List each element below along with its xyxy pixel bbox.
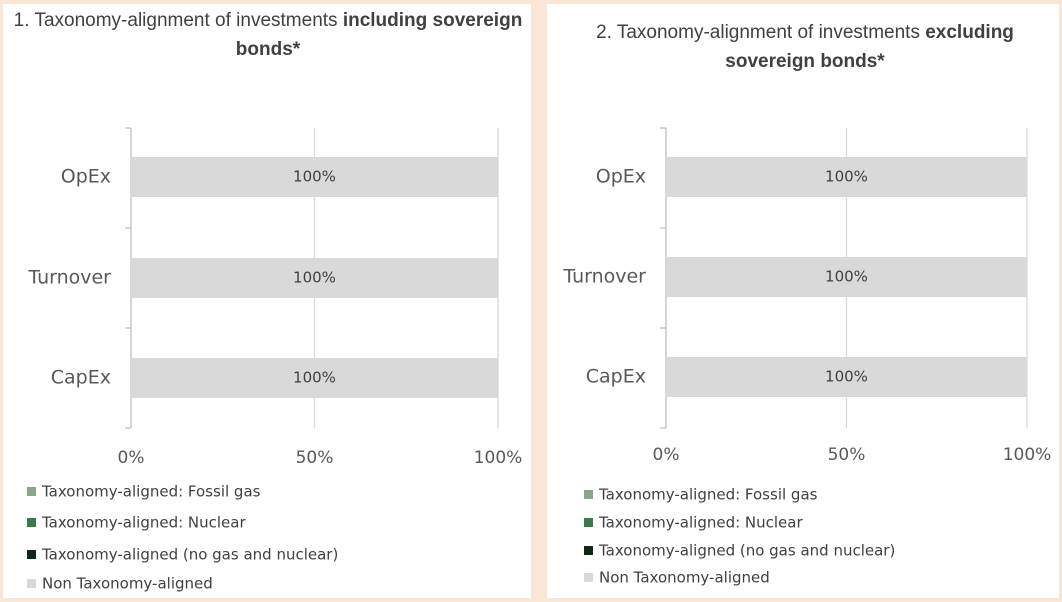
x-tick-label: 100% xyxy=(474,448,523,468)
y-tick-label: CapEx xyxy=(51,367,111,389)
bar-segment xyxy=(131,157,498,197)
title-part: excluding sovereign bonds* xyxy=(725,22,1014,72)
bar-segment xyxy=(131,358,498,398)
legend-label: Taxonomy-aligned: Fossil gas xyxy=(41,483,261,501)
y-tick-label: OpEx xyxy=(61,166,111,188)
data-label: 100% xyxy=(825,268,868,286)
bar-segment xyxy=(666,157,1027,197)
x-tick-label: 50% xyxy=(296,448,334,468)
legend-swatch xyxy=(584,546,593,555)
legend-swatch xyxy=(584,518,593,527)
y-tick-label: Turnover xyxy=(562,266,646,288)
legend-swatch xyxy=(27,518,36,527)
legend-label: Non Taxonomy-aligned xyxy=(42,575,213,593)
legend-label: Taxonomy-aligned (no gas and nuclear) xyxy=(41,546,338,564)
legend-swatch xyxy=(27,579,36,588)
y-tick-label: OpEx xyxy=(596,166,646,188)
x-tick-label: 0% xyxy=(118,448,145,468)
legend-swatch xyxy=(584,490,593,499)
data-label: 100% xyxy=(825,368,868,386)
legend-label: Non Taxonomy-aligned xyxy=(599,569,770,587)
x-tick-label: 0% xyxy=(653,445,680,465)
title-part: including sovereign bonds* xyxy=(235,10,523,60)
chart-title: 2. Taxonomy-alignment of investments exc… xyxy=(550,18,1060,76)
legend-label: Taxonomy-aligned: Fossil gas xyxy=(598,486,818,504)
x-tick-label: 50% xyxy=(828,445,866,465)
legend-label: Taxonomy-aligned (no gas and nuclear) xyxy=(598,542,895,560)
data-label: 100% xyxy=(293,369,336,387)
legend-swatch xyxy=(27,550,36,559)
data-label: 100% xyxy=(293,269,336,287)
bar-segment xyxy=(131,258,498,298)
x-tick-label: 100% xyxy=(1003,445,1052,465)
chart-title: 1. Taxonomy-alignment of investments inc… xyxy=(8,6,528,64)
legend-swatch xyxy=(584,573,593,582)
legend-swatch xyxy=(27,487,36,496)
legend-label: Taxonomy-aligned: Nuclear xyxy=(598,514,803,532)
panel xyxy=(547,4,1059,598)
y-tick-label: CapEx xyxy=(586,366,646,388)
legend-label: Taxonomy-aligned: Nuclear xyxy=(41,514,246,532)
bar-segment xyxy=(666,257,1027,297)
y-tick-label: Turnover xyxy=(27,267,111,289)
title-part: 2. Taxonomy-alignment of investments xyxy=(596,22,926,43)
bar-segment xyxy=(666,357,1027,397)
title-part: 1. Taxonomy-alignment of investments xyxy=(13,10,343,31)
data-label: 100% xyxy=(825,168,868,186)
panel xyxy=(3,4,531,598)
data-label: 100% xyxy=(293,168,336,186)
